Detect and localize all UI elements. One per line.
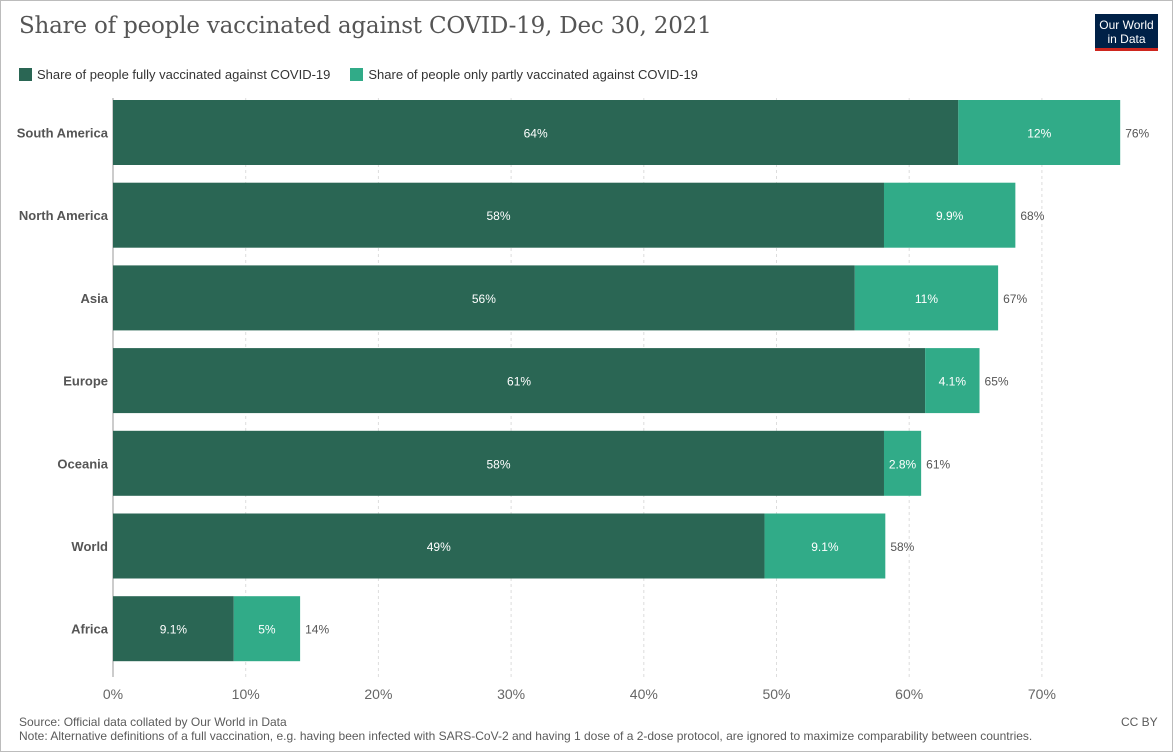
- data-label-total: 61%: [926, 457, 950, 471]
- x-tick-label: 0%: [103, 686, 123, 702]
- x-tick-label: 50%: [762, 686, 790, 702]
- bar-partly-vaccinated: [854, 265, 999, 331]
- bar-partly-vaccinated: [925, 348, 980, 414]
- data-label-fully: 58%: [486, 209, 510, 223]
- data-label-total: 14%: [305, 623, 329, 637]
- data-label-fully: 64%: [524, 127, 548, 141]
- data-label-fully: 61%: [507, 375, 531, 389]
- data-label-total: 65%: [985, 375, 1009, 389]
- source-note: Source: Official data collated by Our Wo…: [19, 715, 287, 729]
- x-tick-label: 70%: [1028, 686, 1056, 702]
- data-label-fully: 58%: [486, 457, 510, 471]
- data-label-fully: 49%: [427, 540, 451, 554]
- data-label-partly: 5%: [258, 623, 276, 637]
- data-label-partly: 9.1%: [811, 540, 839, 554]
- bar-chart: 0% 10% 20% 30% 40% 50% 60% 70% South America 64% 1…: [17, 98, 1150, 702]
- bar-partly-vaccinated: [958, 100, 1121, 165]
- data-label-total: 67%: [1003, 292, 1027, 306]
- legend-swatch-partly: [350, 68, 364, 81]
- methodology-note: Note: Alternative definitions of a full …: [19, 729, 1033, 743]
- legend-swatch-fully: [19, 68, 32, 81]
- logo-line-1: Our World: [1099, 18, 1154, 32]
- data-label-total: 58%: [890, 540, 914, 554]
- legend-label-fully: Share of people fully vaccinated against…: [37, 67, 331, 82]
- data-label-total: 68%: [1020, 209, 1044, 223]
- data-label-partly: 2.8%: [889, 457, 917, 471]
- footer: Source: Official data collated by Our Wo…: [19, 715, 1032, 743]
- logo-line-2: in Data: [1107, 32, 1146, 46]
- bar-partly-vaccinated: [233, 596, 301, 662]
- bar-fully-vaccinated: [113, 100, 959, 165]
- category-label: North America: [19, 208, 109, 223]
- category-label: World: [71, 539, 108, 554]
- logo-accent-bar: [1095, 48, 1158, 51]
- bar-partly-vaccinated: [883, 430, 922, 496]
- category-label: Africa: [71, 622, 109, 637]
- owid-logo[interactable]: Our World in Data: [1095, 14, 1158, 51]
- chart-title: Share of people vaccinated against COVID…: [19, 13, 712, 39]
- legend-item-partly[interactable]: Share of people only partly vaccinated a…: [350, 67, 698, 82]
- category-label: South America: [17, 126, 109, 141]
- x-tick-label: 20%: [364, 686, 392, 702]
- data-label-total: 76%: [1125, 127, 1149, 141]
- x-tick-label: 10%: [232, 686, 260, 702]
- bar-fully-vaccinated: [113, 513, 765, 579]
- license-label[interactable]: CC BY: [1121, 715, 1158, 729]
- legend-label-partly: Share of people only partly vaccinated a…: [368, 67, 698, 82]
- data-label-fully: 9.1%: [160, 623, 188, 637]
- data-label-partly: 4.1%: [939, 375, 967, 389]
- x-tick-label: 60%: [895, 686, 923, 702]
- data-label-partly: 11%: [915, 292, 938, 306]
- bar-fully-vaccinated: [113, 265, 855, 331]
- data-label-partly: 12%: [1027, 127, 1051, 141]
- bar-fully-vaccinated: [113, 182, 884, 248]
- category-label: Europe: [63, 374, 108, 389]
- data-label-partly: 9.9%: [936, 209, 964, 223]
- bar-partly-vaccinated: [883, 182, 1016, 248]
- bar-partly-vaccinated: [764, 513, 886, 579]
- x-tick-label: 40%: [630, 686, 658, 702]
- data-label-fully: 56%: [472, 292, 496, 306]
- category-label: Asia: [81, 291, 109, 306]
- x-tick-label: 30%: [497, 686, 525, 702]
- bar-fully-vaccinated: [113, 430, 884, 496]
- category-label: Oceania: [57, 456, 108, 471]
- legend: Share of people fully vaccinated against…: [19, 67, 698, 82]
- bar-fully-vaccinated: [113, 596, 234, 662]
- bar-fully-vaccinated: [113, 348, 926, 414]
- legend-item-fully[interactable]: Share of people fully vaccinated against…: [19, 67, 330, 82]
